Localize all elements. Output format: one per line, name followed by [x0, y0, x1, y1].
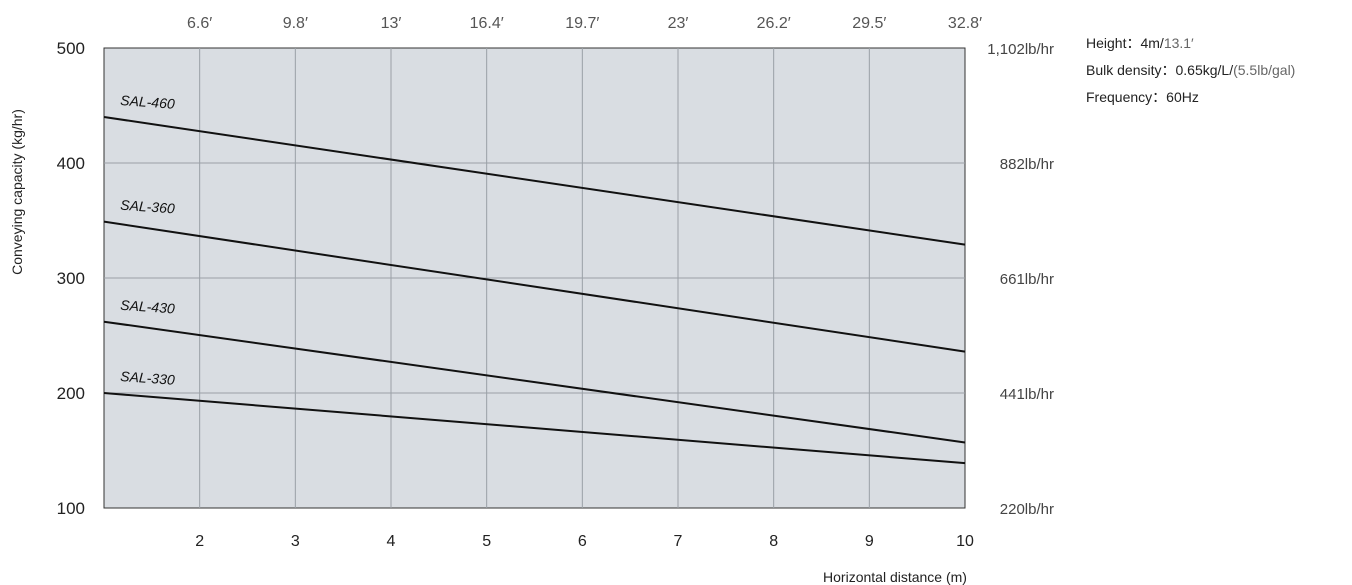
top-tick-label: 16.4′	[470, 15, 504, 32]
axis-ticks: 100 200 300 400 500 2 3 4 5 6 7 8 9 10 6.6′ 9.8′ 13′ 16.4…	[57, 15, 1054, 550]
y-tick-label: 500	[57, 39, 85, 58]
x-tick-label: 2	[195, 533, 204, 550]
x-tick-label: 4	[387, 533, 396, 550]
frequency-label: Frequency：	[1086, 89, 1167, 105]
x-tick-label: 5	[482, 533, 491, 550]
series-line	[103, 220, 966, 353]
top-tick-label: 32.8′	[948, 15, 982, 32]
top-tick-label: 29.5′	[852, 15, 886, 32]
grid	[104, 48, 965, 508]
y-tick-label: 200	[57, 384, 85, 403]
top-tick-label: 6.6′	[187, 15, 212, 32]
y-tick-label: 100	[57, 499, 85, 518]
x-tick-label: 8	[769, 533, 778, 550]
right-tick-label: 661lb/hr	[1000, 271, 1054, 288]
x-tick-label: 10	[956, 533, 974, 550]
top-tick-label: 26.2′	[757, 15, 791, 32]
series-label: SAL-330	[120, 368, 176, 388]
x-tick-label: 3	[291, 533, 300, 550]
top-tick-label: 23′	[668, 15, 689, 32]
height-imperial: 13.1′	[1163, 35, 1194, 51]
y-tick-label: 400	[57, 154, 85, 173]
height-label: Height：	[1086, 35, 1141, 51]
series-line	[103, 392, 966, 465]
height-spec: Height：4m/13.1′	[1086, 30, 1295, 57]
height-value: 4m/	[1140, 35, 1164, 51]
y-axis-label: Conveying capacity (kg/hr)	[9, 109, 25, 275]
series-lines: SAL-460 SAL-360 SAL-430 SAL-330	[103, 92, 966, 465]
x-axis-label: Horizontal distance (m)	[823, 569, 967, 585]
series-label: SAL-430	[120, 297, 176, 317]
right-tick-label: 882lb/hr	[1000, 156, 1054, 173]
right-tick-label: 441lb/hr	[1000, 386, 1054, 403]
x-tick-label: 7	[674, 533, 683, 550]
frequency-value: 60Hz	[1166, 89, 1199, 105]
right-tick-label: 1,102lb/hr	[987, 41, 1054, 58]
series-label: SAL-460	[120, 92, 176, 112]
series-line	[103, 320, 966, 444]
y-tick-label: 300	[57, 269, 85, 288]
series-label: SAL-360	[120, 197, 176, 217]
specs-panel: Height：4m/13.1′ Bulk density：0.65kg/L/(5…	[1086, 30, 1295, 111]
top-tick-label: 19.7′	[565, 15, 599, 32]
density-imperial: (5.5lb/gal)	[1233, 62, 1296, 78]
top-tick-label: 13′	[381, 15, 402, 32]
density-value: 0.65kg/L/	[1175, 62, 1234, 78]
frequency-spec: Frequency：60Hz	[1086, 84, 1295, 111]
top-tick-label: 9.8′	[283, 15, 308, 32]
x-tick-label: 9	[865, 533, 874, 550]
right-tick-label: 220lb/hr	[1000, 501, 1054, 518]
series-line	[103, 116, 966, 246]
density-spec: Bulk density：0.65kg/L/(5.5lb/gal)	[1086, 57, 1295, 84]
density-label: Bulk density：	[1086, 62, 1176, 78]
x-tick-label: 6	[578, 533, 587, 550]
